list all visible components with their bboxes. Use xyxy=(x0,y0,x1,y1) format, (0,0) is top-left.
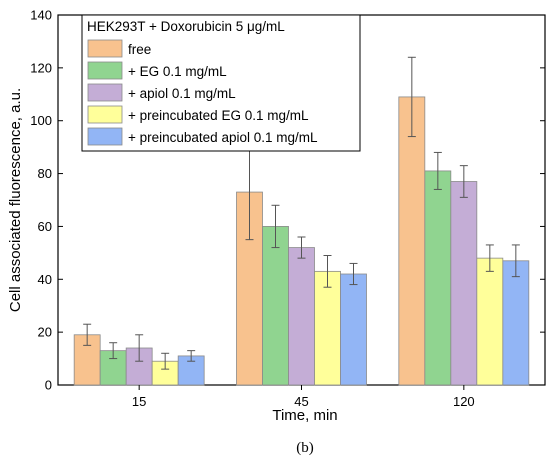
bar xyxy=(424,170,452,386)
bar xyxy=(502,260,530,386)
figure-caption: (b) xyxy=(296,440,314,456)
bar xyxy=(340,273,367,386)
plot-area: 0 20 40 60 80 100 120 140 15 45 120 HEK293T + Doxor… xyxy=(30,8,546,409)
legend-label: + preincubated apiol 0.1 mg/mL xyxy=(128,130,318,145)
x-tick-label: 120 xyxy=(453,394,475,409)
y-tick-label: 40 xyxy=(38,272,52,287)
legend-label: + apiol 0.1 mg/mL xyxy=(128,86,236,101)
y-tick-label: 100 xyxy=(30,113,52,128)
legend-title: HEK293T + Doxorubicin 5 μg/mL xyxy=(87,19,285,34)
legend-label: + preincubated EG 0.1 mg/mL xyxy=(128,108,309,123)
bar xyxy=(450,181,478,386)
y-tick-label: 60 xyxy=(38,219,52,234)
y-axis-title: Cell associated fluorescence, a.u. xyxy=(7,88,24,312)
bar xyxy=(398,96,426,386)
bar xyxy=(288,247,315,386)
legend-swatch xyxy=(87,127,123,146)
x-tick-label: 15 xyxy=(132,394,146,409)
x-axis-title: Time, min xyxy=(272,407,337,424)
y-tick-label: 0 xyxy=(45,378,52,393)
y-tick-label: 20 xyxy=(38,325,52,340)
bar xyxy=(314,270,341,386)
bar xyxy=(476,257,504,386)
y-tick-label: 140 xyxy=(30,8,52,23)
y-tick-label: 120 xyxy=(30,60,52,75)
legend-swatch xyxy=(87,105,123,124)
legend-swatch xyxy=(87,83,123,102)
legend-box xyxy=(81,14,361,152)
legend-label: + EG 0.1 mg/mL xyxy=(128,64,227,79)
y-tick-label: 80 xyxy=(38,166,52,181)
legend-swatch xyxy=(87,61,123,80)
x-tick-label: 45 xyxy=(294,394,308,409)
bar xyxy=(73,334,101,386)
legend-swatch xyxy=(87,39,123,58)
bar xyxy=(262,226,289,386)
bar xyxy=(99,350,127,386)
legend-label: free xyxy=(128,42,151,57)
